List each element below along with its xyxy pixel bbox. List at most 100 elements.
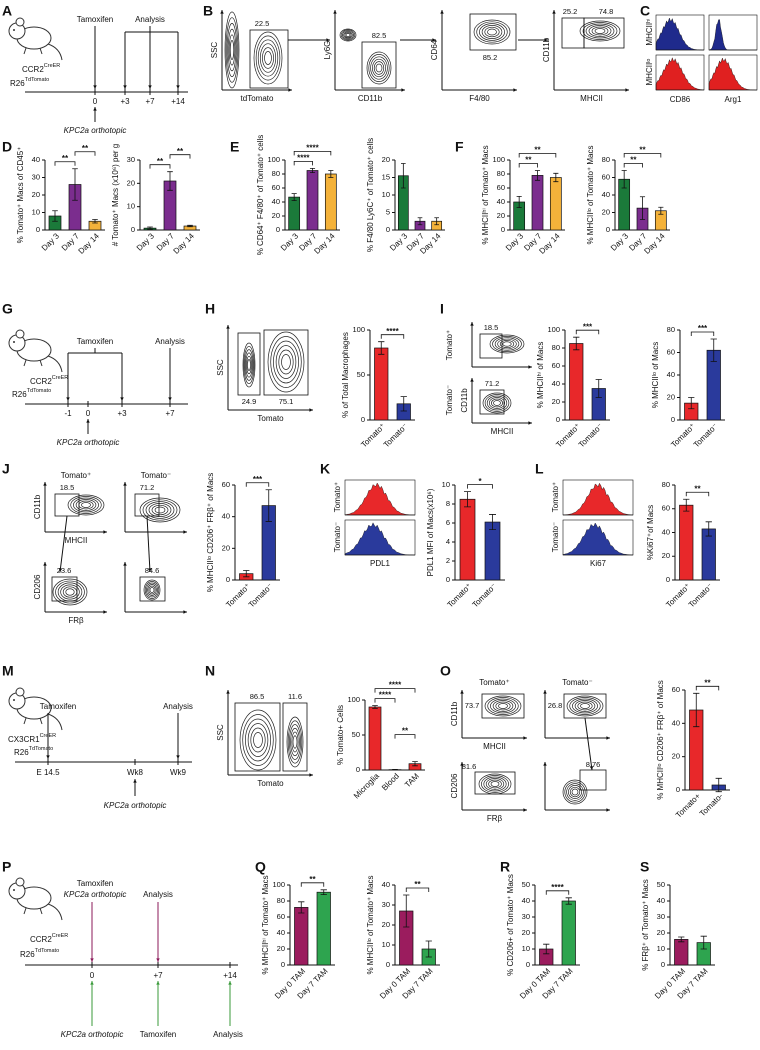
arrowhead	[93, 107, 97, 111]
histogram-frame	[655, 54, 705, 91]
line	[39, 359, 43, 367]
contour	[569, 697, 601, 715]
histogram-frame	[708, 54, 758, 91]
arrowhead	[156, 981, 160, 985]
gate	[139, 576, 166, 602]
y-tick-label: 0	[666, 575, 670, 584]
contour	[225, 17, 239, 83]
significance-label: **	[82, 144, 89, 153]
y-tick-label: 0	[671, 415, 675, 424]
y-tick-label: 20	[272, 211, 280, 220]
y-tick-label: 20	[277, 944, 285, 953]
label: Tamoxifen	[77, 337, 113, 346]
error-bar	[516, 196, 522, 208]
contour	[244, 349, 254, 381]
genotype: R26	[20, 950, 35, 959]
y-tick-label: 20	[497, 211, 505, 220]
y-axis-label: % MHCIIʰⁱ of Macs	[536, 342, 545, 409]
contour	[579, 20, 621, 42]
contour	[588, 25, 612, 37]
mouse-eye	[13, 889, 15, 891]
y-tick-label: 20	[657, 928, 665, 937]
arrowhead	[470, 322, 474, 326]
x-tick-label: TAM	[403, 771, 421, 789]
contour	[267, 331, 305, 393]
mouse-eye	[13, 29, 15, 31]
y-tick-label: 40	[657, 896, 665, 905]
bar	[316, 891, 331, 966]
axis-label: Tomato⁻	[445, 385, 454, 415]
error-bar	[403, 894, 410, 928]
error-bar	[464, 491, 471, 508]
significance-label: **	[414, 880, 421, 889]
y-tick-label: 80	[497, 169, 505, 178]
arrowhead	[543, 762, 547, 766]
significance-label: ****	[297, 154, 310, 163]
significance-label: **	[704, 678, 711, 687]
arrowhead	[120, 397, 124, 401]
significance-bracket	[245, 482, 270, 487]
y-tick-label: 50	[522, 880, 530, 889]
contour	[484, 695, 522, 717]
x-tick-label: Tomato-	[698, 791, 725, 818]
y-tick-label: 80	[277, 896, 285, 905]
contour	[259, 43, 277, 73]
x-tick-label: Day 3	[40, 231, 62, 253]
timeline-label: +3	[117, 409, 127, 418]
significance-bracket	[518, 153, 557, 158]
arrowhead	[226, 690, 230, 694]
significance-label: **	[402, 727, 409, 736]
histogram-frame	[562, 519, 634, 556]
y-tick-label: 10	[382, 190, 390, 199]
panel-letter: C	[640, 3, 650, 19]
y-tick-label: 20	[127, 178, 135, 187]
x-tick-label: Tomato⁻	[470, 582, 498, 610]
significance-label: **	[157, 157, 164, 166]
axis-label: Tomato⁻	[333, 522, 342, 552]
contour	[577, 701, 593, 711]
histogram	[344, 522, 415, 556]
significance-bracket	[467, 484, 493, 489]
arrowhead	[123, 85, 127, 89]
x-tick-label: Tomato⁺	[445, 582, 473, 610]
significance-label: ***	[698, 324, 708, 333]
genotype: CX3CR1	[8, 735, 40, 744]
y-tick-label: 0	[661, 960, 665, 969]
y-axis-label: % MHCIIˡᵒ CD206⁺ FRβ⁺ of Macs	[656, 680, 665, 800]
arrowhead	[133, 779, 137, 783]
gate	[249, 29, 289, 89]
contour	[243, 345, 255, 385]
arrowhead	[589, 766, 594, 770]
genotype-label: CX3CR1CreER	[8, 733, 56, 744]
arrowhead	[333, 10, 337, 14]
contour	[343, 31, 353, 39]
gate-percentage: 26.8	[548, 701, 563, 710]
y-tick-label: 40	[32, 155, 40, 164]
timeline-label: +3	[120, 97, 130, 106]
arrowhead	[90, 958, 94, 962]
arrowhead	[220, 10, 224, 14]
arrowhead	[226, 325, 230, 329]
gate-percentage: 71.2	[140, 483, 155, 492]
bar	[459, 498, 476, 581]
panel-letter: R	[500, 859, 510, 875]
y-axis-label: % MHCIIˡᵒ of Tomato⁺ Macs	[586, 145, 595, 244]
gate	[234, 702, 281, 772]
y-tick-label: 50	[352, 730, 360, 739]
x-tick-label: Microglia	[352, 771, 381, 800]
significance-bracket	[300, 882, 325, 887]
timeline-label: 0	[86, 409, 91, 418]
error-bar	[298, 901, 305, 914]
label: Analysis	[143, 890, 173, 899]
panel-letter: K	[320, 461, 330, 477]
y-axis-label: % Tomato+ Cells	[336, 705, 345, 765]
axis-label: MHCIIˡᵒ	[645, 59, 654, 86]
contour	[275, 345, 297, 379]
histogram	[562, 482, 634, 516]
bar	[484, 521, 501, 581]
significance-bracket	[623, 153, 662, 158]
error-bar	[412, 761, 418, 767]
y-axis-label: % MHCIIˡᵒ CD206⁺ FRβ⁺ of Macs	[206, 473, 215, 593]
contour	[281, 354, 291, 370]
panel-letter: G	[2, 301, 13, 317]
